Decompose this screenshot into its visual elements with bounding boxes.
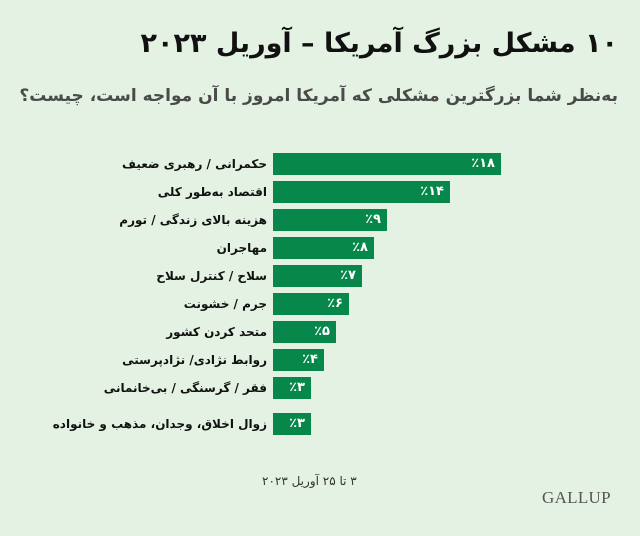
chart-subtitle: به‌نظر شما بزرگترین مشکلی که آمریکا امرو… [19, 86, 618, 106]
bar-row: متحد کردن کشور ٪۵ [0, 321, 640, 343]
bar-value: ٪۳ [289, 380, 305, 395]
bar-value: ٪۷ [340, 268, 356, 283]
bar-row: زوال اخلاق، وجدان، مذهب و خانواده ٪۳ [0, 413, 640, 435]
bar: ٪۱۴ [273, 181, 450, 203]
bar-value: ٪۸ [352, 240, 368, 255]
bar-value: ٪۵ [314, 324, 330, 339]
bar-label: جرم / خشونت [183, 297, 267, 311]
bar: ٪۸ [273, 237, 374, 259]
bar-row: هزینه بالای زندگی / تورم ٪۹ [0, 209, 640, 231]
bar-value: ٪۴ [302, 352, 318, 367]
bar-row: روابط نژادی/ نژادپرستی ٪۴ [0, 349, 640, 371]
gallup-logo: GALLUP [542, 488, 611, 507]
bar-value: ٪۹ [365, 212, 381, 227]
bar-row: فقر / گرسنگی / بی‌خانمانی ٪۳ [0, 377, 640, 399]
bar: ٪۳ [273, 413, 311, 435]
bar-label: متحد کردن کشور [166, 325, 267, 339]
bar: ٪۹ [273, 209, 387, 231]
bar: ٪۱۸ [273, 153, 501, 175]
bar-row: سلاح / کنترل سلاح ٪۷ [0, 265, 640, 287]
bar-label: اقتصاد به‌طور کلی [157, 185, 267, 199]
bar-label: روابط نژادی/ نژادپرستی [122, 353, 267, 367]
bar-label: حکمرانی / رهبری ضعیف [122, 157, 267, 171]
bar-label: هزینه بالای زندگی / تورم [119, 213, 267, 227]
bar-label: مهاجران [216, 241, 267, 255]
bar-row: حکمرانی / رهبری ضعیف ٪۱۸ [0, 153, 640, 175]
bar-value: ٪۱۴ [420, 184, 444, 199]
bar-label: زوال اخلاق، وجدان، مذهب و خانواده [52, 417, 267, 431]
bar: ٪۷ [273, 265, 362, 287]
date-range: ۳ تا ۲۵ آوریل ۲۰۲۳ [262, 474, 357, 488]
bar: ٪۴ [273, 349, 324, 371]
bar-row: مهاجران ٪۸ [0, 237, 640, 259]
bar-label: سلاح / کنترل سلاح [156, 269, 267, 283]
bar-row: جرم / خشونت ٪۶ [0, 293, 640, 315]
bar-label: فقر / گرسنگی / بی‌خانمانی [103, 381, 267, 395]
bar: ٪۶ [273, 293, 349, 315]
bar-row: اقتصاد به‌طور کلی ٪۱۴ [0, 181, 640, 203]
bar-value: ٪۳ [289, 416, 305, 431]
bar-value: ٪۶ [327, 296, 343, 311]
bar-value: ٪۱۸ [471, 156, 495, 171]
chart-title: ۱۰ مشکل بزرگ آمریکا – آوریل ۲۰۲۳ [140, 28, 619, 59]
bar: ٪۵ [273, 321, 336, 343]
bar: ٪۳ [273, 377, 311, 399]
